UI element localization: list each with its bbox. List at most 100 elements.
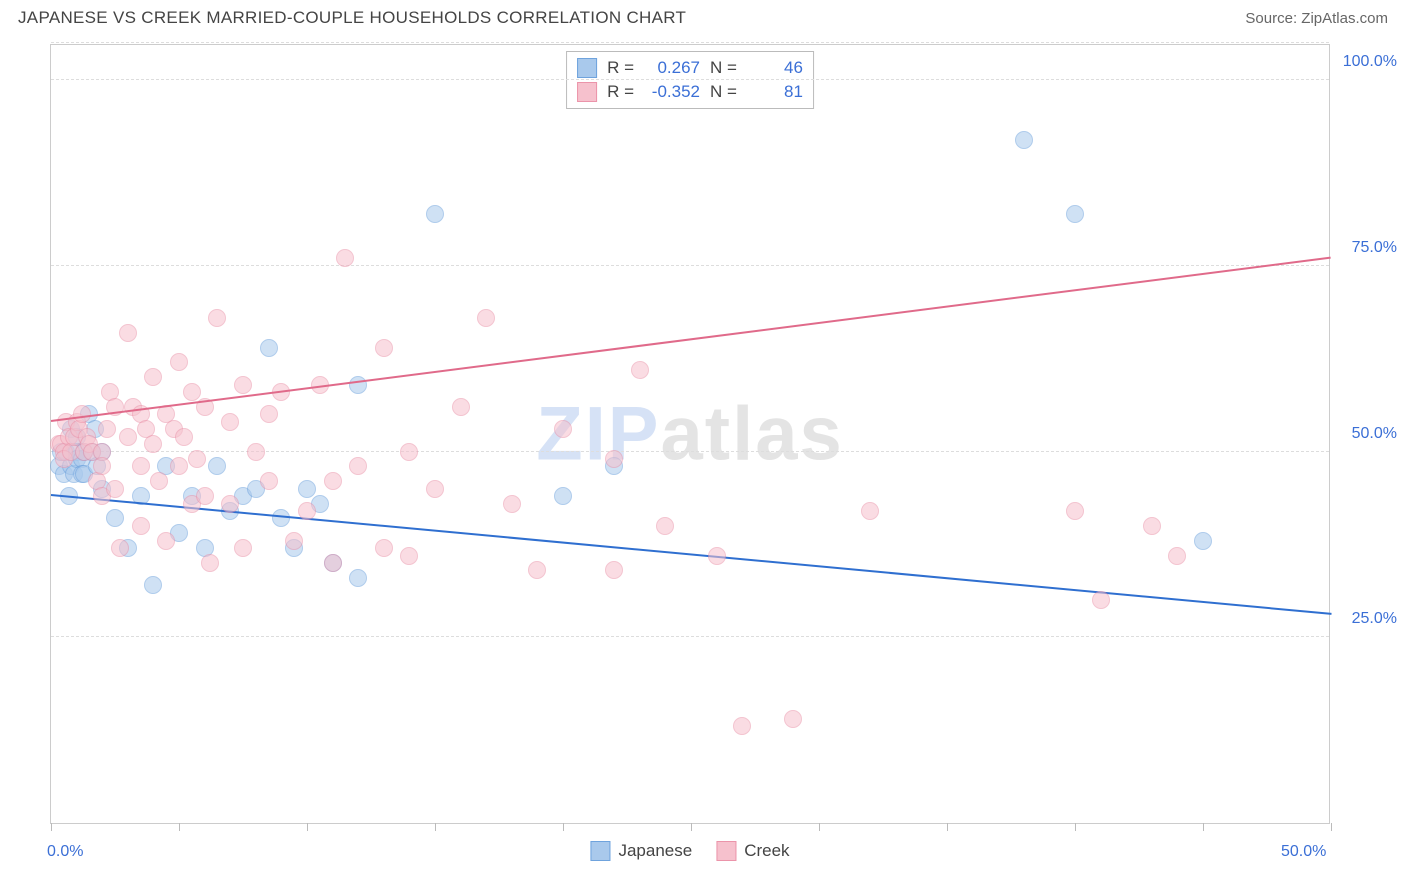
creek-point — [201, 554, 219, 572]
creek-point — [1092, 591, 1110, 609]
legend-label: Creek — [744, 841, 789, 861]
japanese-point — [349, 569, 367, 587]
x-tick-label: 50.0% — [1281, 843, 1326, 861]
creek-point — [98, 420, 116, 438]
creek-point — [1066, 502, 1084, 520]
x-tick — [1331, 823, 1332, 831]
creek-point — [234, 376, 252, 394]
creek-point — [375, 539, 393, 557]
creek-point — [426, 480, 444, 498]
r-value: -0.352 — [644, 82, 700, 102]
creek-point — [221, 495, 239, 513]
y-tick-label: 25.0% — [1352, 610, 1397, 628]
creek-point — [503, 495, 521, 513]
creek-point — [1143, 517, 1161, 535]
gridline-h — [51, 451, 1329, 452]
japanese-swatch — [577, 58, 597, 78]
n-label: N = — [710, 82, 737, 102]
creek-point — [221, 413, 239, 431]
creek-point — [605, 561, 623, 579]
x-tick — [563, 823, 564, 831]
y-tick-label: 50.0% — [1352, 425, 1397, 443]
gridline-h — [51, 265, 1329, 266]
creek-point — [631, 361, 649, 379]
creek-point — [605, 450, 623, 468]
creek-point — [554, 420, 572, 438]
n-value: 81 — [747, 82, 803, 102]
n-value: 46 — [747, 58, 803, 78]
x-tick — [435, 823, 436, 831]
creek-point — [196, 487, 214, 505]
japanese-point — [1194, 532, 1212, 550]
japanese-point — [208, 457, 226, 475]
legend-item-japanese: Japanese — [590, 841, 692, 861]
watermark: ZIPatlas — [536, 391, 843, 478]
japanese-point — [426, 205, 444, 223]
creek-point — [208, 309, 226, 327]
creek-point — [247, 443, 265, 461]
x-tick — [691, 823, 692, 831]
creek-point — [170, 353, 188, 371]
japanese-point — [1015, 131, 1033, 149]
x-tick — [1203, 823, 1204, 831]
source-prefix: Source: — [1245, 10, 1301, 27]
creek-point — [170, 457, 188, 475]
legend-item-creek: Creek — [716, 841, 789, 861]
legend-label: Japanese — [618, 841, 692, 861]
japanese-point — [349, 376, 367, 394]
japanese-point — [1066, 205, 1084, 223]
watermark-part2: atlas — [661, 392, 844, 477]
creek-point — [144, 435, 162, 453]
creek-point — [298, 502, 316, 520]
x-tick — [819, 823, 820, 831]
r-label: R = — [607, 58, 634, 78]
gridline-h — [51, 636, 1329, 637]
chart-title: JAPANESE VS CREEK MARRIED-COUPLE HOUSEHO… — [18, 8, 686, 28]
scatter-plot: ZIPatlas R =0.267N =46R =-0.352N =81 Jap… — [50, 44, 1330, 824]
japanese-legend-swatch — [590, 841, 610, 861]
x-tick — [51, 823, 52, 831]
creek-point — [656, 517, 674, 535]
japanese-point — [272, 509, 290, 527]
y-tick-label: 100.0% — [1343, 53, 1397, 71]
creek-point — [452, 398, 470, 416]
creek-point — [260, 472, 278, 490]
stats-row-japanese: R = 0.267 N = 46 — [577, 56, 803, 80]
creek-point — [336, 249, 354, 267]
creek-point — [93, 457, 111, 475]
n-label: N = — [710, 58, 737, 78]
creek-point — [188, 450, 206, 468]
creek-point — [324, 554, 342, 572]
japanese-point — [106, 509, 124, 527]
creek-point — [111, 539, 129, 557]
japanese-point — [144, 576, 162, 594]
source-attribution: Source: ZipAtlas.com — [1245, 10, 1388, 27]
creek-point — [119, 324, 137, 342]
creek-point — [375, 339, 393, 357]
creek-point — [477, 309, 495, 327]
creek-point — [234, 539, 252, 557]
creek-point — [1168, 547, 1186, 565]
japanese-point — [298, 480, 316, 498]
x-tick — [1075, 823, 1076, 831]
creek-point — [349, 457, 367, 475]
creek-point — [861, 502, 879, 520]
creek-point — [150, 472, 168, 490]
creek-point — [784, 710, 802, 728]
creek-point — [106, 480, 124, 498]
creek-point — [400, 443, 418, 461]
creek-point — [175, 428, 193, 446]
creek-point — [119, 428, 137, 446]
creek-legend-swatch — [716, 841, 736, 861]
creek-point — [285, 532, 303, 550]
creek-point — [324, 472, 342, 490]
r-label: R = — [607, 82, 634, 102]
creek-point — [157, 532, 175, 550]
y-tick-label: 75.0% — [1352, 239, 1397, 257]
r-value: 0.267 — [644, 58, 700, 78]
x-tick — [307, 823, 308, 831]
x-tick-label: 0.0% — [47, 843, 83, 861]
creek-point — [528, 561, 546, 579]
stats-row-creek: R = -0.352 N = 81 — [577, 80, 803, 104]
creek-point — [183, 383, 201, 401]
